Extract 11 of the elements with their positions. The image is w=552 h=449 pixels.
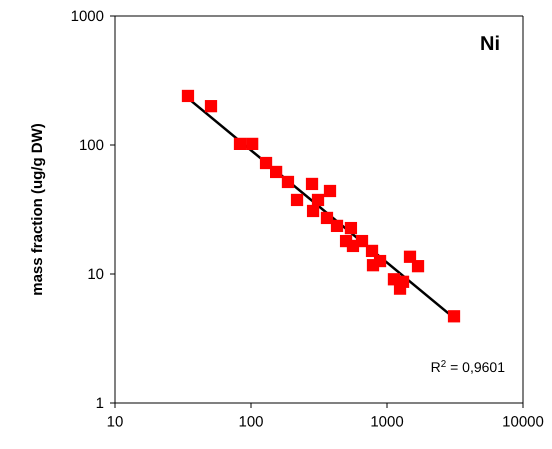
y-tick-label: 100 [78, 136, 104, 154]
x-tick-label: 1000 [370, 414, 404, 431]
y-tick-label: 1000 [70, 8, 104, 25]
y-axis-title: mass fraction (ug/g DW) [29, 123, 46, 296]
annotation: R$^{2}$ = 0,9601 [430, 358, 506, 375]
x-tick-label: 10 [106, 414, 124, 431]
y-tick-label: 10 [87, 266, 104, 283]
x-tick-label: 100 [238, 414, 264, 431]
annotation: Ni [480, 33, 500, 55]
y-tick-label: 1 [96, 394, 104, 412]
x-tick-label: 10000 [502, 414, 544, 431]
